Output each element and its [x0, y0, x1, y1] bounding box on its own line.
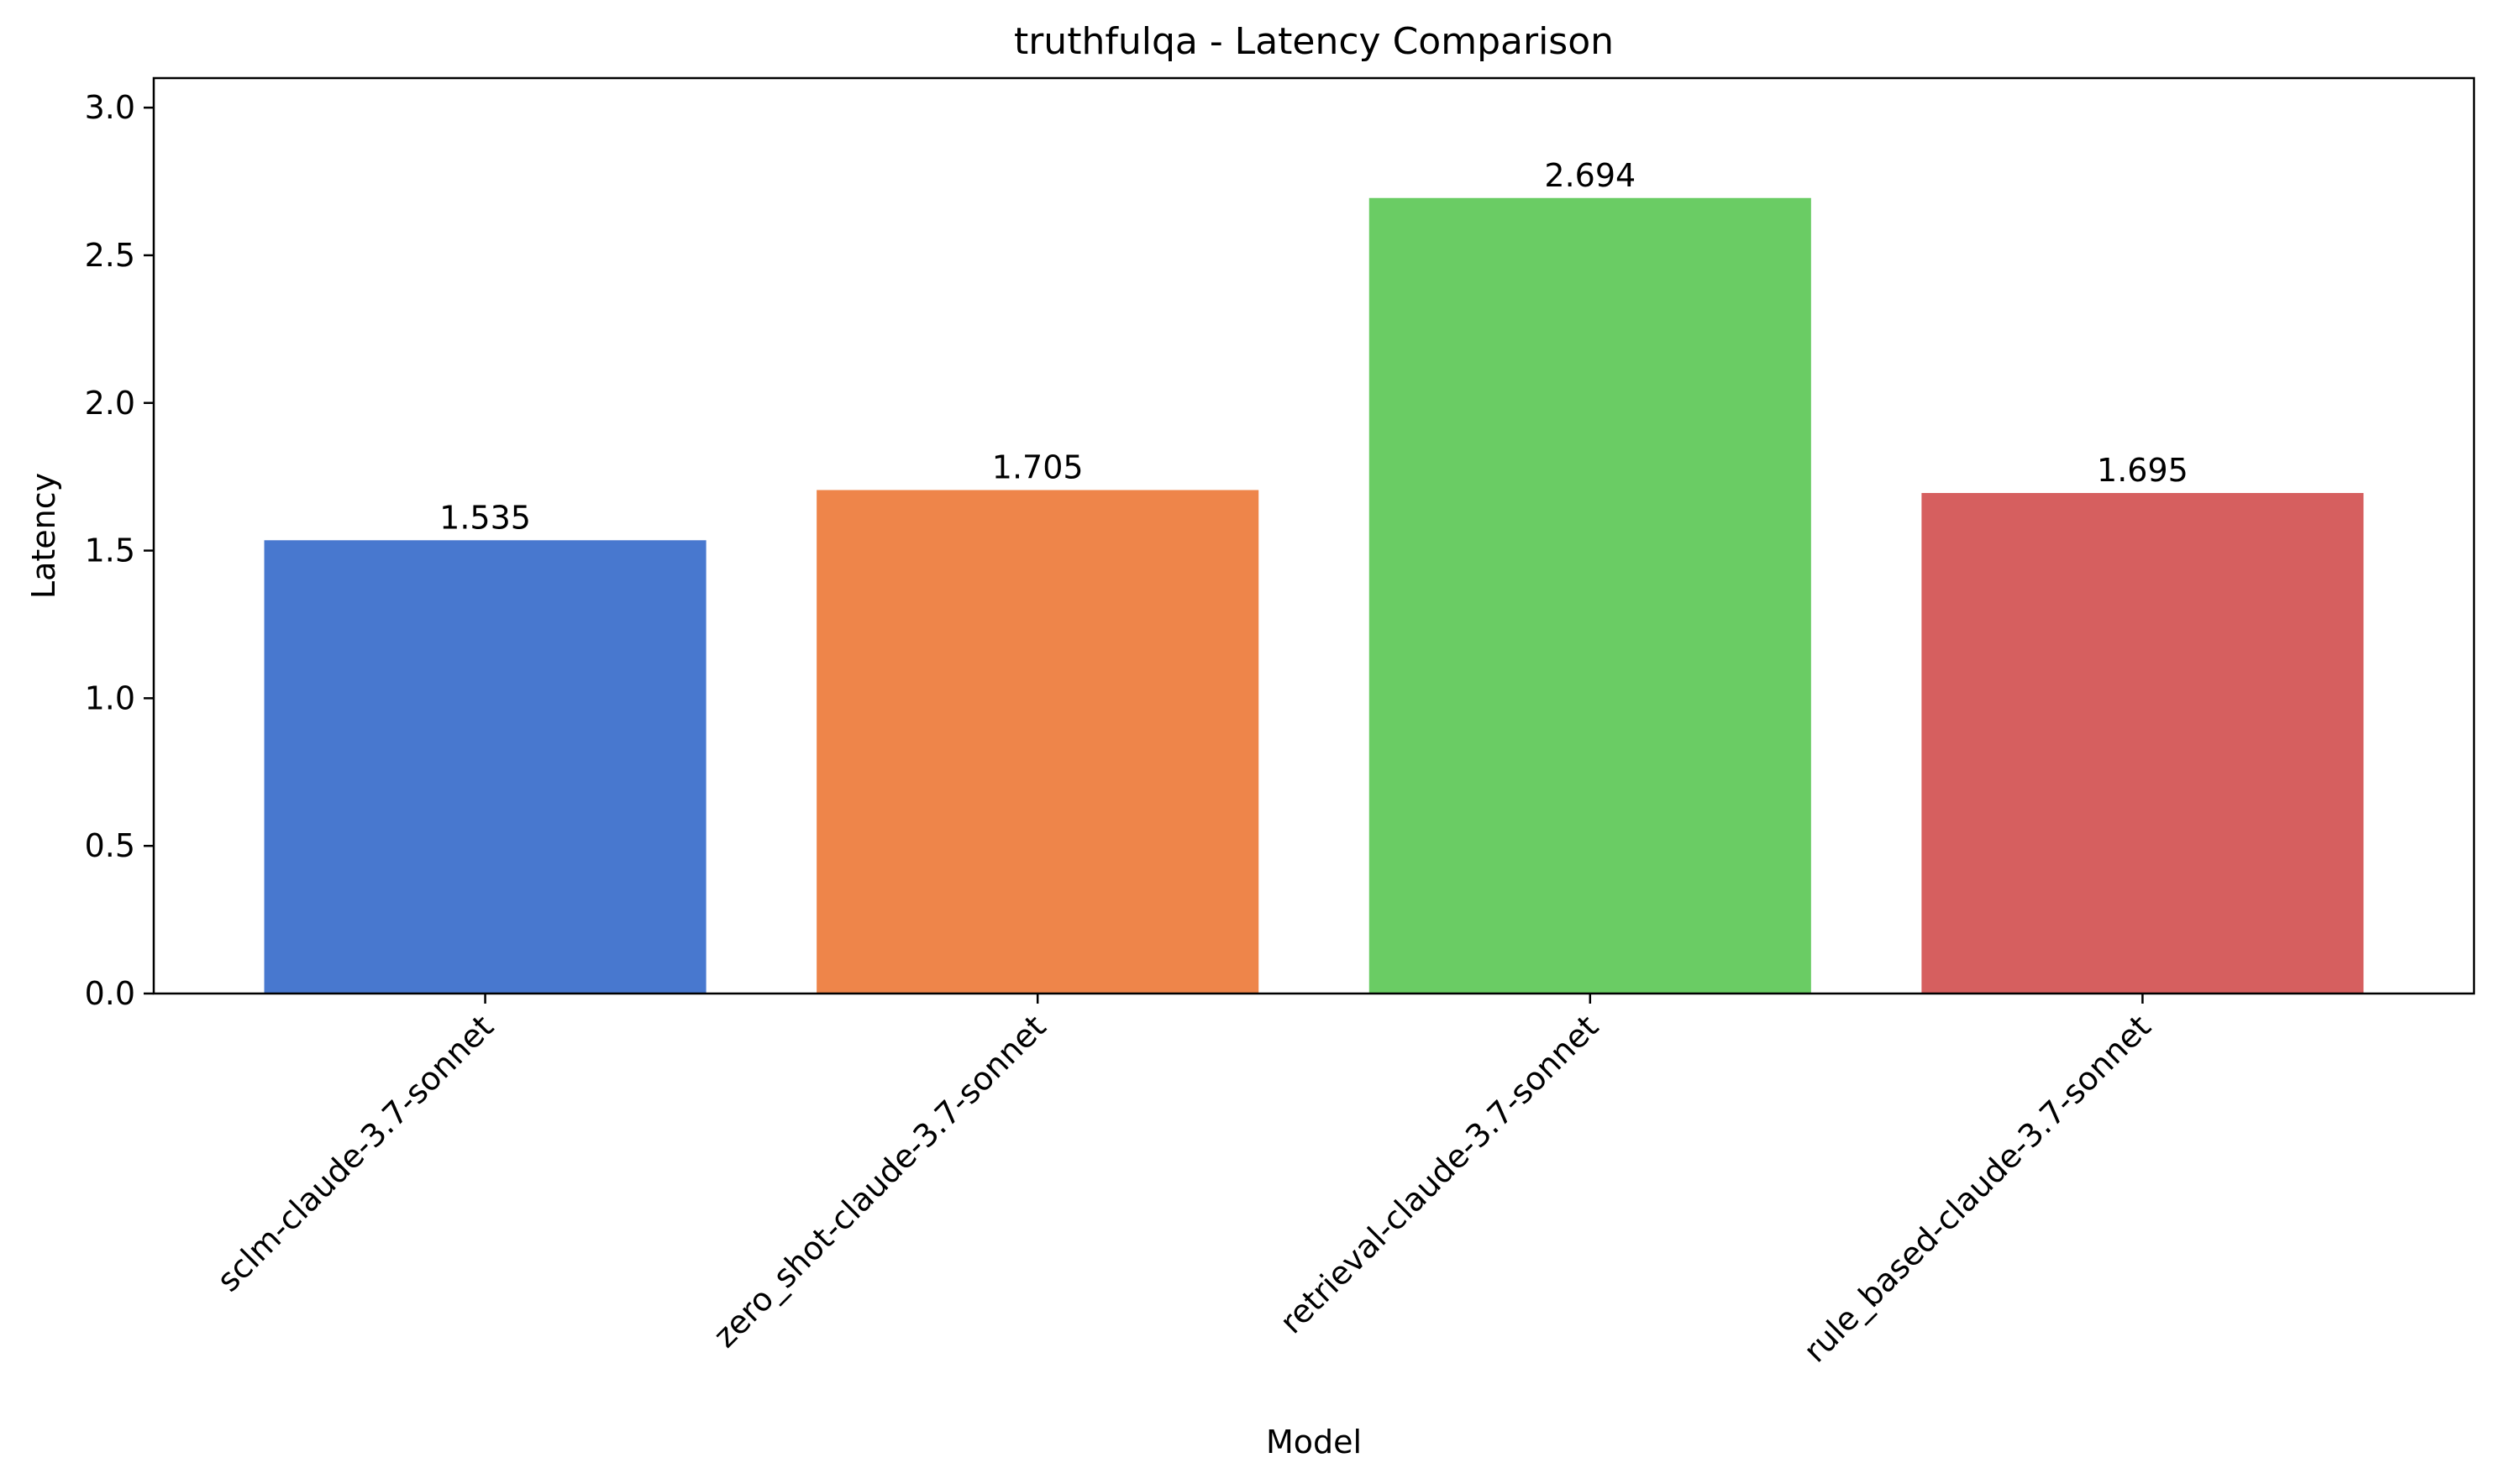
bars-layer	[264, 197, 2364, 994]
y-tick-label: 1.5	[85, 532, 135, 569]
x-tick-label: rule_based-claude-3.7-sonnet	[1796, 1008, 2157, 1369]
y-axis-label: Latency	[25, 473, 62, 599]
bar-rule_based-claude-3.7-sonnet	[1921, 493, 2364, 994]
x-tick-label: zero_shot-claude-3.7-sonnet	[706, 1008, 1053, 1355]
value-labels-layer: 1.535 1.705 2.694 1.695	[439, 157, 2188, 537]
chart-title: truthfulqa - Latency Comparison	[1014, 20, 1614, 63]
bar-sclm-claude-3.7-sonnet	[264, 540, 706, 994]
x-axis-ticks: sclm-claude-3.7-sonnet zero_shot-claude-3…	[210, 994, 2158, 1370]
bar-retrieval-claude-3.7-sonnet	[1368, 197, 1811, 994]
y-tick-label: 2.5	[85, 237, 135, 274]
y-axis-ticks: 0.0 0.5 1.0 1.5 2.0 2.5 3.0	[85, 89, 154, 1012]
bar-value-label: 1.695	[2097, 452, 2188, 489]
bar-value-label: 2.694	[1544, 157, 1636, 194]
x-axis-label: Model	[1266, 1424, 1362, 1460]
bar-value-label: 1.705	[992, 449, 1084, 486]
y-tick-label: 0.5	[85, 827, 135, 864]
y-tick-label: 1.0	[85, 679, 135, 716]
plot-area-frame	[152, 76, 2476, 995]
bar-value-label: 1.535	[439, 499, 531, 536]
x-tick-label: retrieval-claude-3.7-sonnet	[1273, 1008, 1605, 1340]
bar-zero_shot-claude-3.7-sonnet	[817, 490, 1259, 994]
y-tick-label: 2.0	[85, 385, 135, 422]
y-tick-label: 0.0	[85, 975, 135, 1012]
y-tick-label: 3.0	[85, 89, 135, 126]
x-tick-label: sclm-claude-3.7-sonnet	[210, 1008, 501, 1298]
